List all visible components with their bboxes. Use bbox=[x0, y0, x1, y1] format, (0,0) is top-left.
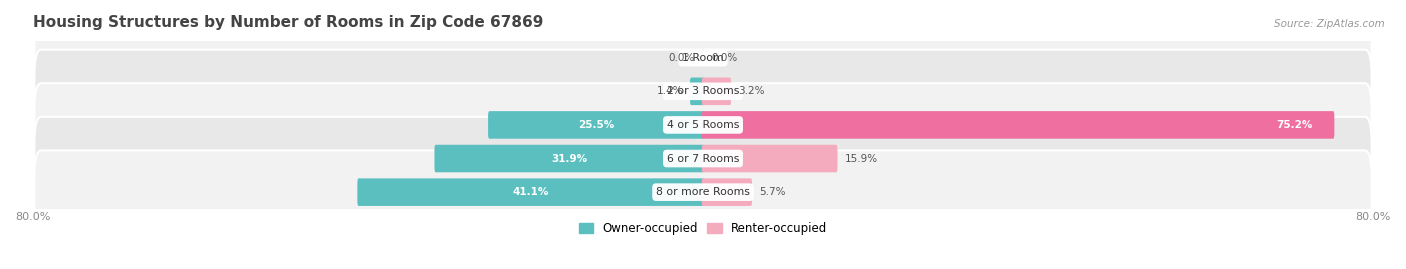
Text: 6 or 7 Rooms: 6 or 7 Rooms bbox=[666, 154, 740, 164]
Text: 25.5%: 25.5% bbox=[578, 120, 614, 130]
FancyBboxPatch shape bbox=[34, 117, 1372, 200]
Text: 15.9%: 15.9% bbox=[845, 154, 877, 164]
FancyBboxPatch shape bbox=[34, 16, 1372, 99]
Text: 75.2%: 75.2% bbox=[1275, 120, 1312, 130]
Text: 3.2%: 3.2% bbox=[738, 86, 765, 96]
Text: 31.9%: 31.9% bbox=[551, 154, 588, 164]
FancyBboxPatch shape bbox=[702, 77, 731, 105]
FancyBboxPatch shape bbox=[702, 145, 838, 172]
Legend: Owner-occupied, Renter-occupied: Owner-occupied, Renter-occupied bbox=[574, 218, 832, 240]
FancyBboxPatch shape bbox=[488, 111, 704, 139]
Text: Source: ZipAtlas.com: Source: ZipAtlas.com bbox=[1274, 19, 1385, 29]
FancyBboxPatch shape bbox=[34, 150, 1372, 234]
Text: 0.0%: 0.0% bbox=[668, 53, 695, 63]
FancyBboxPatch shape bbox=[690, 77, 704, 105]
Text: 4 or 5 Rooms: 4 or 5 Rooms bbox=[666, 120, 740, 130]
FancyBboxPatch shape bbox=[702, 178, 752, 206]
FancyBboxPatch shape bbox=[34, 49, 1372, 133]
FancyBboxPatch shape bbox=[357, 178, 704, 206]
FancyBboxPatch shape bbox=[702, 111, 1334, 139]
Text: 8 or more Rooms: 8 or more Rooms bbox=[657, 187, 749, 197]
Text: 1.4%: 1.4% bbox=[657, 86, 683, 96]
Text: 5.7%: 5.7% bbox=[759, 187, 786, 197]
Text: 1 Room: 1 Room bbox=[682, 53, 724, 63]
Text: 41.1%: 41.1% bbox=[513, 187, 548, 197]
FancyBboxPatch shape bbox=[34, 83, 1372, 167]
Text: 2 or 3 Rooms: 2 or 3 Rooms bbox=[666, 86, 740, 96]
Text: Housing Structures by Number of Rooms in Zip Code 67869: Housing Structures by Number of Rooms in… bbox=[32, 15, 543, 30]
Text: 0.0%: 0.0% bbox=[711, 53, 738, 63]
FancyBboxPatch shape bbox=[434, 145, 704, 172]
